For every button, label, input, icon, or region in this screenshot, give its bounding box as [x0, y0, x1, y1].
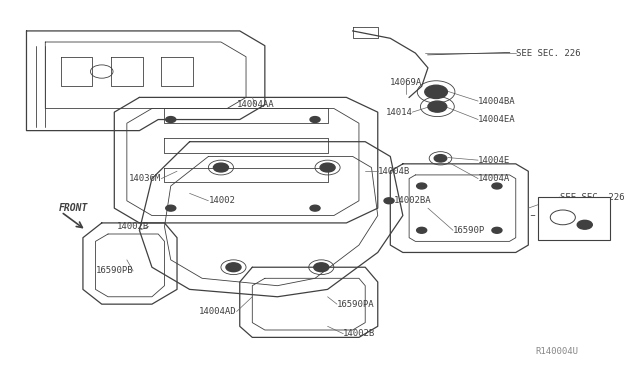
Circle shape — [417, 183, 427, 189]
Text: 14036M: 14036M — [129, 174, 161, 183]
Circle shape — [428, 101, 447, 112]
Text: 14014: 14014 — [385, 108, 412, 117]
Text: 14004AD: 14004AD — [199, 307, 237, 316]
Circle shape — [384, 198, 394, 204]
Circle shape — [492, 227, 502, 233]
Circle shape — [492, 183, 502, 189]
Text: 16590PA: 16590PA — [337, 300, 374, 309]
Text: 14004EA: 14004EA — [478, 115, 516, 124]
Bar — [538, 197, 610, 240]
Text: 14002BA: 14002BA — [394, 196, 431, 205]
Circle shape — [213, 163, 228, 172]
Text: 14004E: 14004E — [478, 155, 510, 165]
Circle shape — [166, 116, 176, 122]
Text: 14004A: 14004A — [478, 174, 510, 183]
Text: 14002B: 14002B — [343, 329, 376, 338]
Circle shape — [310, 116, 320, 122]
Circle shape — [314, 263, 329, 272]
Text: 14002B: 14002B — [116, 222, 149, 231]
Circle shape — [425, 85, 447, 99]
Circle shape — [166, 205, 176, 211]
Circle shape — [310, 205, 320, 211]
Circle shape — [417, 227, 427, 233]
Text: 14004B: 14004B — [378, 167, 410, 176]
Text: 16590PB: 16590PB — [95, 266, 133, 275]
Circle shape — [226, 263, 241, 272]
Circle shape — [320, 163, 335, 172]
Text: 14004BA: 14004BA — [478, 97, 516, 106]
Text: SEE SEC. 226: SEE SEC. 226 — [516, 49, 580, 58]
Text: 14069A: 14069A — [390, 78, 422, 87]
Text: R140004U: R140004U — [536, 347, 579, 356]
Circle shape — [577, 220, 592, 229]
Text: 14004AA: 14004AA — [237, 100, 275, 109]
Text: 16590P: 16590P — [453, 226, 485, 235]
Text: FRONT: FRONT — [59, 203, 88, 213]
Circle shape — [434, 155, 447, 162]
Text: SEE SEC. 226: SEE SEC. 226 — [559, 193, 624, 202]
Text: 14002: 14002 — [209, 196, 236, 205]
